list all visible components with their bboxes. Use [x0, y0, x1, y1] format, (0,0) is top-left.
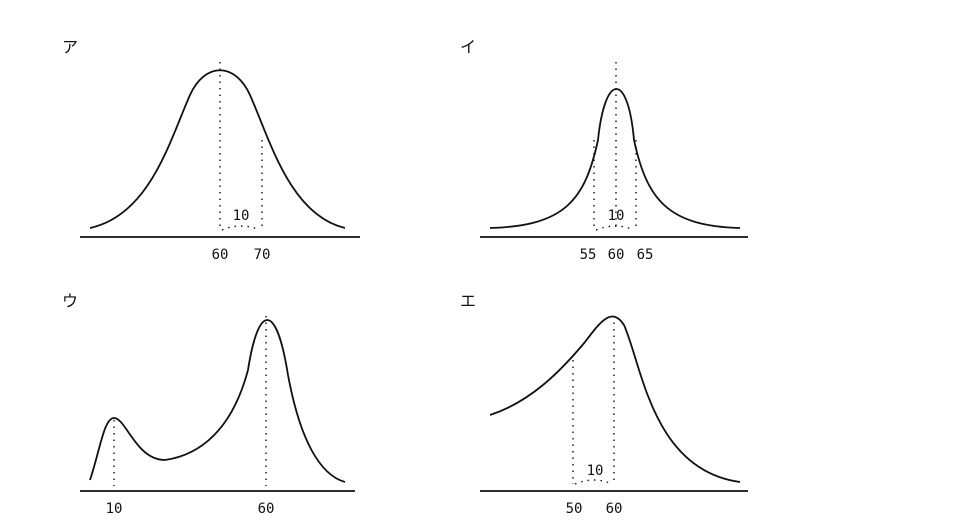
axis-label: 60: [212, 247, 229, 263]
panel: ウ 10 60: [62, 292, 355, 517]
axis-label: 50: [566, 501, 583, 517]
panel-label: エ: [460, 292, 476, 311]
span: [221, 225, 261, 231]
curve: [489, 315, 741, 483]
panel: ア 10 60 70: [62, 38, 360, 263]
panel-label: ウ: [62, 292, 78, 311]
curve: [89, 319, 346, 483]
axis-label: 60: [258, 501, 275, 517]
axis-label: 55: [580, 247, 597, 263]
curve: [89, 69, 346, 229]
axis-label: 60: [608, 247, 625, 263]
axis-label: 70: [254, 247, 271, 263]
axis-label: 10: [106, 501, 123, 517]
axis-label: 60: [606, 501, 623, 517]
annotation: 10: [608, 208, 625, 224]
annotation: 10: [233, 208, 250, 224]
panel-label: イ: [460, 38, 476, 57]
curve: [489, 88, 741, 229]
annotation: 10: [587, 463, 604, 479]
span: [574, 479, 613, 485]
panel: イ 10 55 60 65: [460, 38, 748, 263]
panel-label: ア: [62, 38, 78, 57]
axis-label: 65: [637, 247, 654, 263]
panel: エ 10 50 60: [460, 292, 748, 517]
span: [595, 225, 635, 231]
